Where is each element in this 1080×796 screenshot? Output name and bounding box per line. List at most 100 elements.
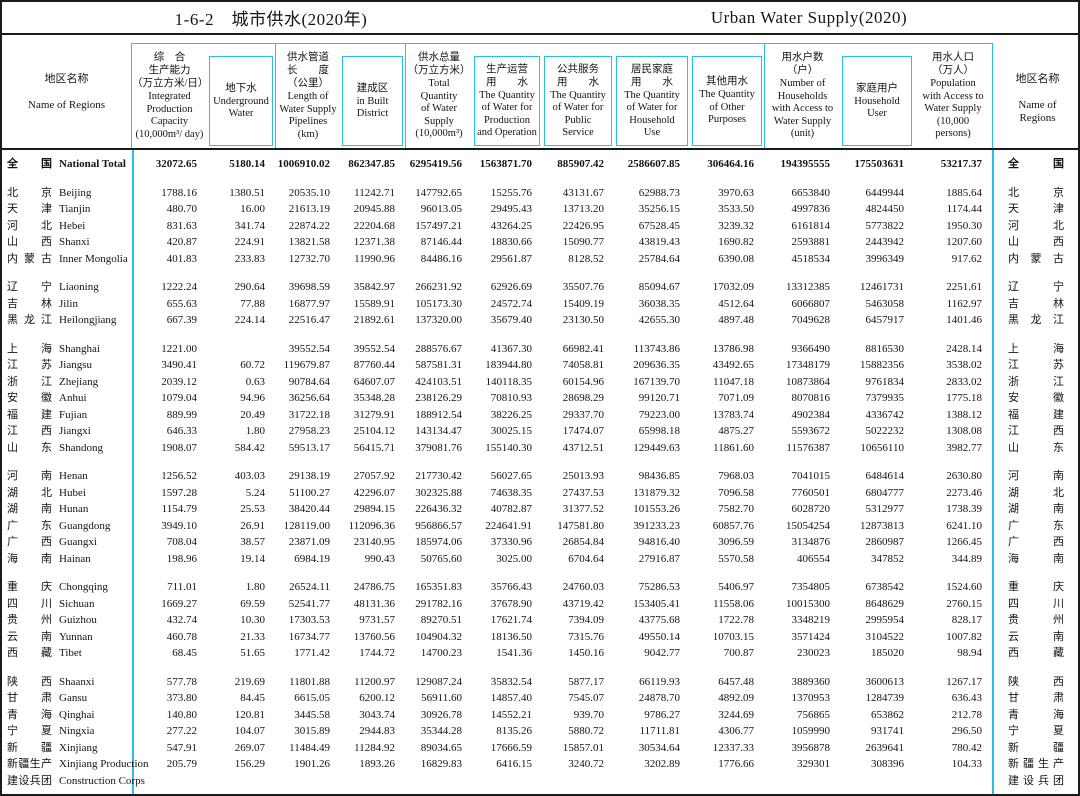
value-cell: 4518534 [791, 252, 831, 265]
value-cell: 780.42 [951, 741, 982, 754]
value-cell: 2833.02 [946, 375, 982, 388]
value-cell: 238126.29 [415, 392, 462, 404]
value-cell: 290.64 [234, 281, 265, 293]
value-cell: 38.57 [240, 536, 265, 548]
header-region-right: 地区名称 Name of Regions [992, 43, 1078, 148]
value-cell: 653862 [871, 708, 904, 721]
value-cell: 98.94 [957, 647, 982, 659]
value-cell: 94816.40 [638, 536, 680, 548]
value-cell: 22516.47 [288, 314, 330, 326]
table-title-bar: 1-6-2 城市供水(2020年) Urban Water Supply(202… [2, 2, 1078, 35]
value-cell: 26854.84 [562, 536, 604, 548]
value-cell: 56911.60 [421, 692, 462, 704]
value-cell: 7096.58 [718, 486, 754, 499]
value-cell: 43775.68 [638, 614, 680, 626]
region-name-cn: 黑龙江 [7, 314, 52, 326]
value-cell: 50765.60 [420, 552, 462, 565]
value-cell: 13713.20 [562, 203, 604, 215]
value-cell: 143134.47 [415, 425, 462, 437]
value-cell: 3202.89 [644, 758, 680, 770]
value-cell: 5406.97 [718, 581, 754, 593]
header-population-with-access: 用水人口 （万人） Population with Access to Water… [914, 43, 992, 148]
table-row: 浙江 Zhejiang 2039.12 0.63 90784.64 64607.07 424… [2, 374, 1078, 391]
value-cell: 1308.08 [946, 425, 982, 437]
value-cell: 266231.92 [415, 281, 462, 293]
value-cell: 140.80 [166, 708, 197, 721]
value-cell: 0.63 [245, 375, 265, 388]
value-cell: 11558.06 [713, 597, 754, 610]
region-name-en: Qinghai [59, 708, 95, 721]
value-cell: 10873864 [786, 375, 830, 388]
region-name-cell-right: 河北 [992, 218, 1078, 235]
header-production-operation-water: 生产运营 用 水 The Quantity of Water for Produc… [472, 43, 542, 148]
region-name-cell-right: 新疆 [992, 740, 1078, 757]
value-cell: 219.69 [234, 675, 265, 688]
value-cell: 43264.25 [490, 219, 532, 232]
value-cell: 35344.28 [420, 725, 462, 737]
value-cell: 3445.58 [294, 708, 330, 721]
header-public-service-water: 公共服务 用 水 The Quantity of Water for Public… [542, 43, 614, 148]
value-cell: 432.74 [166, 614, 197, 626]
value-cell: 6066807 [791, 297, 831, 310]
value-cell: 27958.23 [288, 425, 330, 437]
value-cell: 15857.01 [562, 741, 604, 754]
value-cell: 6653840 [791, 186, 831, 199]
region-name-cell-left: 西藏 Tibet [2, 645, 132, 662]
value-cell: 119679.87 [283, 359, 330, 371]
value-cell: 7379935 [865, 392, 905, 404]
value-cell: 25013.93 [562, 470, 604, 482]
value-cell: 9042.77 [644, 647, 680, 659]
value-cell: 22204.68 [353, 219, 395, 232]
region-name-cell-right: 广东 [992, 518, 1078, 535]
value-cell: 13783.74 [712, 408, 754, 421]
table-row: 黑龙江 Heilongjiang 667.39 224.14 22516.47 21892… [2, 312, 1078, 329]
value-cell: 224.91 [234, 236, 265, 248]
value-cell: 30025.15 [490, 425, 532, 437]
value-cell: 198.96 [166, 552, 197, 565]
value-cell: 17032.09 [712, 281, 754, 293]
region-name-en: Shanghai [59, 342, 100, 355]
value-cell: 1597.28 [161, 486, 197, 499]
region-name-cell-right: 福建 [992, 407, 1078, 424]
value-cell: 889.99 [166, 408, 197, 421]
value-cell: 39698.59 [288, 281, 330, 293]
value-cell: 35256.15 [638, 203, 680, 215]
value-cell: 6804777 [865, 486, 905, 499]
value-cell: 655.63 [166, 297, 197, 310]
table-body: 全国 National Total 32072.65 5180.14 1006910.0… [2, 150, 1078, 794]
region-name-en: Jiangsu [59, 359, 92, 371]
value-cell: 40782.87 [490, 503, 532, 515]
value-cell: 2251.61 [946, 281, 982, 293]
value-cell: 1775.18 [946, 392, 982, 404]
value-cell: 21.33 [240, 630, 265, 643]
value-cell: 20535.10 [288, 186, 330, 199]
table-row: 江西 Jiangxi 646.33 1.80 27958.23 25104.12 14313… [2, 423, 1078, 440]
value-cell: 11047.18 [713, 375, 754, 388]
region-name-cn: 江苏 [7, 359, 52, 371]
region-name-cn: 新疆生产 [7, 758, 52, 770]
value-cell: 6200.12 [359, 692, 395, 704]
table-header: 地区名称 Name of Regions 综 合 生产能力 （万立方米/日） In… [2, 43, 1078, 150]
value-cell: 3104522 [865, 630, 905, 643]
value-cell: 2428.14 [946, 342, 982, 355]
value-cell: 341.74 [234, 219, 265, 232]
value-cell: 2443942 [865, 236, 905, 248]
value-cell: 43712.51 [562, 441, 604, 454]
value-cell: 104.33 [951, 758, 982, 770]
value-cell: 1788.16 [161, 186, 197, 199]
region-name-en: Guangdong [59, 519, 111, 532]
value-cell: 217730.42 [415, 470, 462, 482]
table-title-en: Urban Water Supply(2020) [710, 7, 908, 27]
value-cell: 165351.83 [415, 581, 462, 593]
region-name-cell-left: 云南 Yunnan [2, 629, 132, 646]
region-name-cell-left: 内蒙古 Inner Mongolia [2, 251, 132, 268]
region-name-cn: 山西 [7, 236, 52, 248]
value-cell: 16829.83 [420, 758, 462, 770]
value-cell: 5.24 [245, 486, 265, 499]
value-cell: 460.78 [166, 630, 197, 643]
value-cell: 15409.19 [562, 297, 604, 310]
value-cell: 39552.54 [353, 342, 395, 355]
value-cell: 1.80 [245, 425, 265, 437]
value-cell: 401.83 [166, 252, 197, 265]
